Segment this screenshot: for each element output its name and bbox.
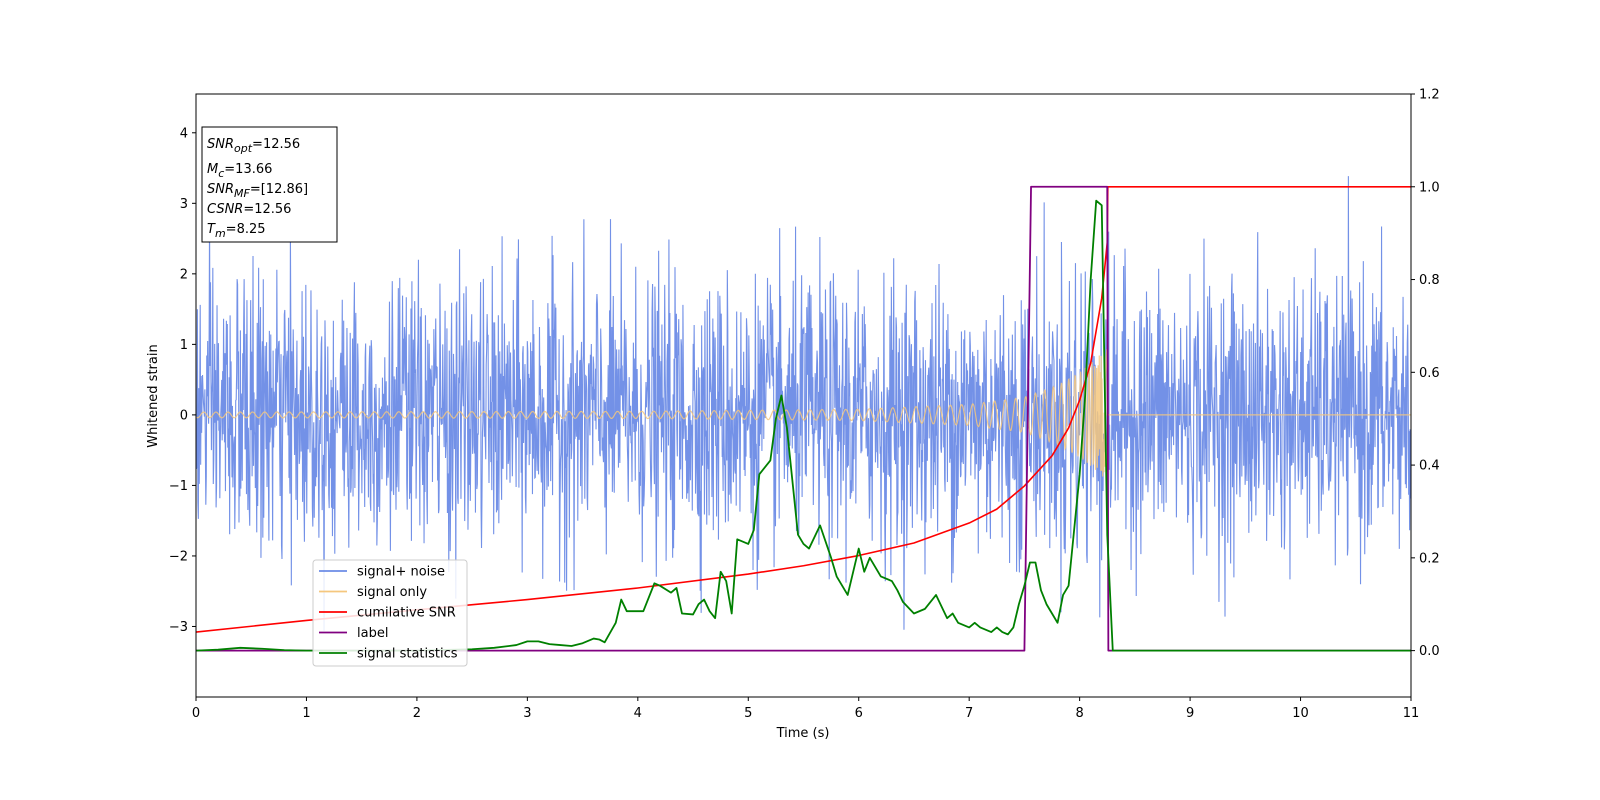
x-axis-label: Time (s) — [776, 726, 830, 741]
info-box-frame — [201, 126, 338, 243]
y-right-tick-label: 0.8 — [1419, 273, 1440, 288]
x-tick-label: 4 — [634, 706, 642, 721]
legend-label: label — [357, 626, 388, 641]
info-line: SNRopt=12.56 — [207, 137, 300, 155]
x-tick-label: 3 — [523, 706, 531, 721]
y-left-tick-label: −2 — [169, 549, 188, 564]
x-tick-label: 11 — [1403, 706, 1420, 721]
y-left-tick-label: 4 — [180, 126, 188, 141]
x-tick-label: 7 — [965, 706, 973, 721]
y-right-tick-label: 0.0 — [1419, 644, 1440, 659]
legend-label: signal statistics — [357, 647, 458, 662]
y-axis-label: Whitened strain — [146, 344, 161, 447]
y-axis-right: 0.0 0.2 0.4 0.6 0.8 1.0 1.2 — [1411, 88, 1440, 659]
info-line-symbol: CSNR — [207, 202, 243, 217]
series-cumulative-snr — [196, 185, 1411, 633]
y-right-tick-label: 0.6 — [1419, 366, 1440, 381]
series-signal-only — [196, 349, 1411, 477]
y-right-tick-label: 0.2 — [1419, 551, 1440, 566]
x-tick-label: 6 — [855, 706, 863, 721]
info-line-symbol: T — [207, 222, 216, 237]
plot-frame — [195, 93, 1412, 698]
info-line-value: =[12.86] — [250, 182, 308, 197]
y-left-tick-label: 3 — [180, 197, 188, 212]
info-line-subscript: m — [215, 227, 226, 240]
x-tick-label: 8 — [1075, 706, 1083, 721]
info-box: SNRopt=12.56Mc=13.66SNRMF=[12.86]CSNR=12… — [201, 126, 338, 243]
legend-label: signal only — [357, 585, 427, 600]
x-tick-label: 1 — [302, 706, 310, 721]
x-tick-label: 10 — [1292, 706, 1309, 721]
info-line-symbol: SNR — [207, 182, 234, 197]
info-line-value: =8.25 — [226, 222, 266, 237]
x-tick-label: 0 — [192, 706, 200, 721]
y-axis-left: −3 −2 −1 0 1 2 3 4 — [169, 126, 196, 635]
series-signal-noise — [196, 176, 1411, 631]
info-line-value: =13.66 — [224, 162, 272, 177]
x-axis: 0 1 2 3 4 5 6 7 8 9 10 11 — [192, 697, 1419, 721]
y-right-tick-label: 1.0 — [1419, 180, 1440, 195]
series-signal-statistics — [196, 199, 1411, 652]
info-line-symbol: SNR — [207, 137, 234, 152]
info-line-subscript: MF — [234, 187, 250, 200]
series-layer — [196, 176, 1411, 652]
x-tick-label: 2 — [413, 706, 421, 721]
y-right-tick-label: 1.2 — [1419, 88, 1440, 103]
info-line-value: =12.56 — [243, 202, 291, 217]
x-tick-label: 9 — [1186, 706, 1194, 721]
info-line-value: =12.56 — [252, 137, 300, 152]
info-line-subscript: c — [218, 167, 224, 180]
y-left-tick-label: 0 — [180, 408, 188, 423]
info-line: CSNR=12.56 — [207, 202, 291, 217]
info-line-subscript: opt — [234, 142, 253, 155]
legend-frame — [312, 559, 468, 667]
y-right-tick-label: 0.4 — [1419, 459, 1440, 474]
y-left-tick-label: 1 — [180, 338, 188, 353]
info-line: Tm=8.25 — [207, 222, 266, 240]
info-line-symbol: M — [207, 162, 218, 177]
y-left-tick-label: −3 — [169, 620, 188, 635]
y-left-tick-label: −1 — [169, 479, 188, 494]
legend-label: signal+ noise — [357, 565, 445, 580]
legend: signal+ noise signal only cumilative SNR la… — [312, 559, 468, 667]
info-line: SNRMF=[12.86] — [207, 182, 308, 200]
legend-label: cumilative SNR — [357, 606, 456, 621]
x-tick-label: 5 — [744, 706, 752, 721]
y-left-tick-label: 2 — [180, 267, 188, 282]
info-line: Mc=13.66 — [207, 162, 272, 180]
